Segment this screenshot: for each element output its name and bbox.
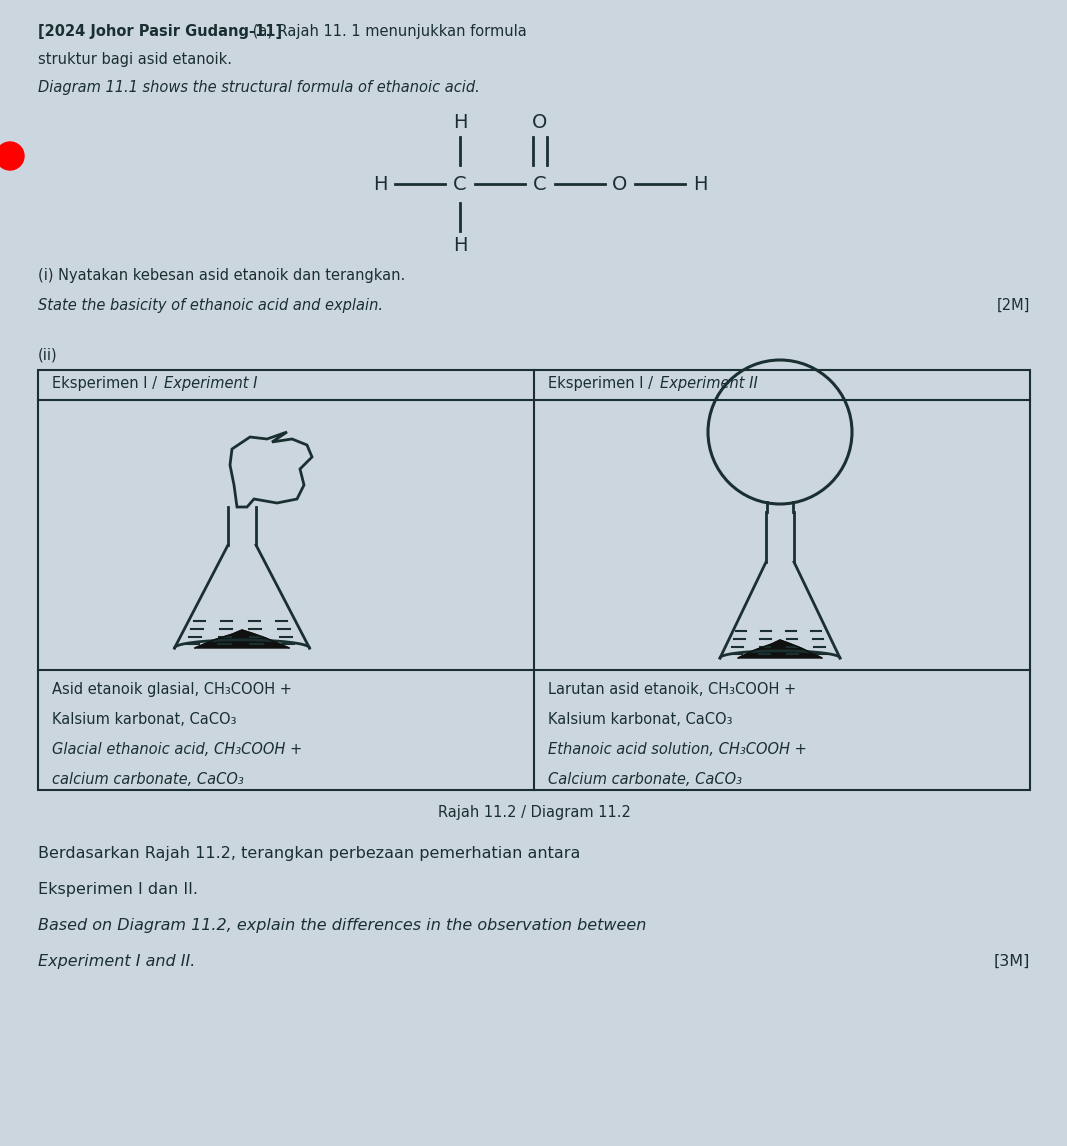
Text: Rajah 11.2 / Diagram 11.2: Rajah 11.2 / Diagram 11.2	[437, 804, 631, 821]
Text: Eksperimen I /: Eksperimen I /	[548, 376, 657, 391]
Text: (ii): (ii)	[38, 348, 58, 363]
Text: Berdasarkan Rajah 11.2, terangkan perbezaan pemerhatian antara: Berdasarkan Rajah 11.2, terangkan perbez…	[38, 846, 580, 861]
Text: Eksperimen I dan II.: Eksperimen I dan II.	[38, 882, 198, 897]
Polygon shape	[738, 639, 822, 658]
Text: H: H	[372, 174, 387, 194]
Text: Larutan asid etanoik, CH₃COOH +: Larutan asid etanoik, CH₃COOH +	[548, 682, 796, 697]
Text: Ethanoic acid solution, CH₃COOH +: Ethanoic acid solution, CH₃COOH +	[548, 741, 807, 758]
Circle shape	[0, 142, 23, 170]
Text: C: C	[453, 174, 466, 194]
Text: H: H	[452, 113, 467, 132]
Text: Based on Diagram 11.2, explain the differences in the observation between: Based on Diagram 11.2, explain the diffe…	[38, 918, 647, 933]
Text: Asid etanoik glasial, CH₃COOH +: Asid etanoik glasial, CH₃COOH +	[52, 682, 292, 697]
Text: Experiment I and II.: Experiment I and II.	[38, 953, 195, 970]
Text: State the basicity of ethanoic acid and explain.: State the basicity of ethanoic acid and …	[38, 298, 383, 313]
Polygon shape	[230, 432, 312, 507]
Text: H: H	[452, 236, 467, 256]
Text: (i) Nyatakan kebesan asid etanoik dan terangkan.: (i) Nyatakan kebesan asid etanoik dan te…	[38, 268, 405, 283]
Polygon shape	[195, 630, 289, 647]
Text: Kalsium karbonat, CaCO₃: Kalsium karbonat, CaCO₃	[548, 712, 733, 727]
Text: [2024 Johor Pasir Gudang-11]: [2024 Johor Pasir Gudang-11]	[38, 24, 282, 39]
Text: C: C	[534, 174, 546, 194]
Text: Calcium carbonate, CaCO₃: Calcium carbonate, CaCO₃	[548, 772, 742, 787]
Text: Experiment II: Experiment II	[660, 376, 758, 391]
Text: Kalsium karbonat, CaCO₃: Kalsium karbonat, CaCO₃	[52, 712, 237, 727]
Text: Eksperimen I /: Eksperimen I /	[52, 376, 161, 391]
Text: [3M]: [3M]	[993, 953, 1030, 970]
Text: Glacial ethanoic acid, CH₃COOH +: Glacial ethanoic acid, CH₃COOH +	[52, 741, 302, 758]
Text: H: H	[692, 174, 707, 194]
Text: calcium carbonate, CaCO₃: calcium carbonate, CaCO₃	[52, 772, 243, 787]
Text: (a) Rajah 11. 1 menunjukkan formula: (a) Rajah 11. 1 menunjukkan formula	[248, 24, 527, 39]
Text: O: O	[612, 174, 627, 194]
Text: struktur bagi asid etanoik.: struktur bagi asid etanoik.	[38, 52, 232, 66]
Text: Experiment I: Experiment I	[164, 376, 257, 391]
Text: O: O	[532, 113, 547, 132]
Text: Diagram 11.1 shows the structural formula of ethanoic acid.: Diagram 11.1 shows the structural formul…	[38, 80, 480, 95]
Text: [2M]: [2M]	[997, 298, 1030, 313]
Bar	[38, 370, 1030, 790]
